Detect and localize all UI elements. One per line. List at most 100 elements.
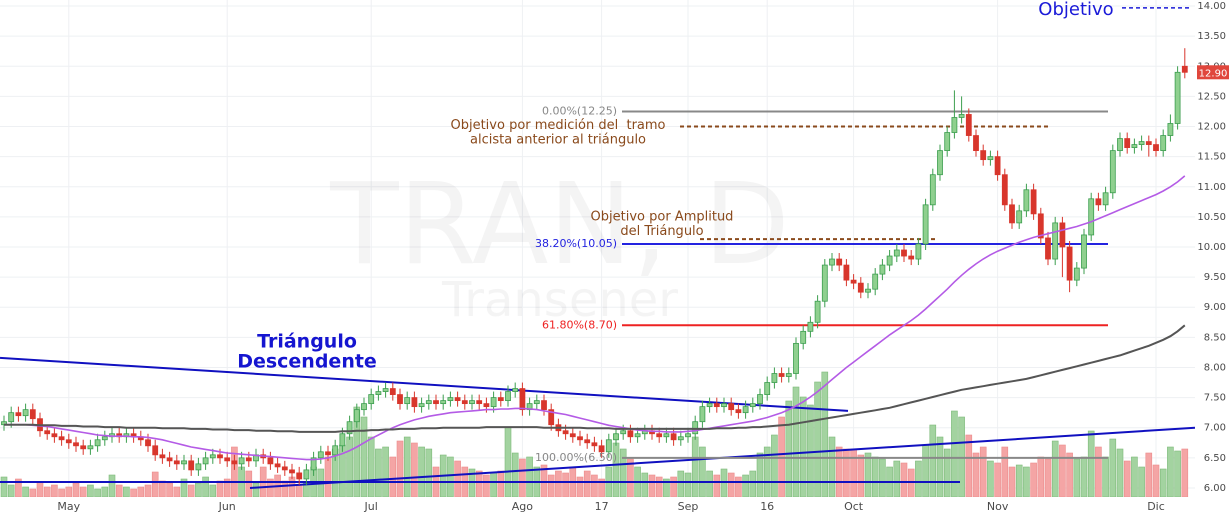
volume-bar xyxy=(1051,440,1059,497)
x-tick-label: May xyxy=(57,500,80,513)
volume-bar xyxy=(871,456,879,497)
y-tick-label: 9.50 xyxy=(1204,272,1226,283)
volume-bar xyxy=(245,470,253,497)
candle-body xyxy=(965,114,972,136)
volume-bar xyxy=(821,371,829,497)
moving-average xyxy=(4,175,1186,461)
volume-bar xyxy=(1073,458,1081,497)
volume-bar xyxy=(252,482,260,497)
volume-bar xyxy=(1159,468,1167,497)
volume-bar xyxy=(763,446,771,497)
watermark-subtitle: Transener xyxy=(441,272,678,328)
candle-body xyxy=(1001,174,1008,206)
volume-bar xyxy=(562,472,569,497)
x-tick-label: Jun xyxy=(218,500,236,513)
volume-bar xyxy=(65,486,73,497)
candle-body xyxy=(937,150,943,176)
candle-body xyxy=(1073,267,1080,281)
candle-body xyxy=(1153,144,1159,152)
volume-bar xyxy=(403,436,411,497)
volume-bar xyxy=(699,446,706,497)
volume-bar xyxy=(519,458,526,497)
volume-bar xyxy=(1145,452,1153,497)
volume-bar xyxy=(144,484,152,497)
volume-bar xyxy=(591,474,598,497)
candle-body xyxy=(764,382,771,395)
volume-bar xyxy=(1001,446,1009,497)
candle-body xyxy=(231,460,238,465)
volume-bar xyxy=(749,470,757,497)
volume-bar xyxy=(166,482,173,497)
volume-bar xyxy=(396,440,404,497)
volume-bar xyxy=(51,484,58,497)
volume-bar xyxy=(1102,456,1109,497)
candle-body xyxy=(94,439,101,447)
candle-body xyxy=(742,406,749,414)
candle-body xyxy=(1124,138,1131,148)
volume-bar xyxy=(195,482,202,497)
volume-bar xyxy=(418,446,425,497)
candle-body xyxy=(317,451,324,459)
volume-bar xyxy=(87,484,94,497)
volume-bar xyxy=(490,472,497,497)
volume-bar xyxy=(555,470,562,497)
candle-body xyxy=(627,430,634,438)
fib-label: 0.00%(12.25) xyxy=(542,104,617,117)
volume-bar xyxy=(231,446,238,497)
candle-body xyxy=(87,445,94,450)
volume-bar xyxy=(216,480,224,497)
volume-bar xyxy=(29,488,37,497)
candle-body xyxy=(598,445,605,453)
candle-body xyxy=(893,249,900,257)
volume-bar xyxy=(979,446,987,497)
candle-body xyxy=(188,460,195,471)
candle-body xyxy=(1059,222,1066,248)
volume-bar xyxy=(1109,438,1117,497)
volume-bar xyxy=(655,476,663,497)
candle-body xyxy=(44,430,51,435)
volume-bar xyxy=(583,470,591,497)
volume-bar xyxy=(1030,462,1037,497)
volume-bar xyxy=(454,460,461,497)
volume-bar xyxy=(900,462,908,497)
volume-bar xyxy=(771,434,778,497)
volume-bar xyxy=(43,486,51,497)
candle-body xyxy=(1088,198,1095,236)
volume-bar xyxy=(1138,466,1145,497)
candle-body xyxy=(15,412,22,417)
volume-bar xyxy=(346,436,353,497)
fib-label: 38.20%(10.05) xyxy=(535,237,617,250)
x-tick-label: Dic xyxy=(1147,500,1165,513)
y-tick-label: 9.00 xyxy=(1204,302,1226,313)
candle-body xyxy=(785,373,792,377)
candle-body xyxy=(857,282,864,293)
trendline xyxy=(0,356,849,412)
candle-body xyxy=(173,460,180,465)
candle-body xyxy=(850,279,857,284)
volume-bar xyxy=(814,381,821,497)
candle-body xyxy=(195,463,202,471)
candle-body xyxy=(397,394,403,405)
candle-body xyxy=(1131,144,1138,148)
volume-bar xyxy=(663,478,670,497)
candle-body xyxy=(332,445,339,456)
candle-body xyxy=(375,391,382,395)
volume-bar xyxy=(281,480,289,497)
candle-body xyxy=(454,397,461,402)
volume-bar xyxy=(79,486,87,497)
volume-bar xyxy=(223,478,231,497)
volume-bar xyxy=(375,448,382,497)
candle-body xyxy=(1016,210,1023,224)
candle-body xyxy=(418,403,425,408)
candle-body xyxy=(721,403,727,408)
candle-body xyxy=(267,457,274,465)
annotation-text: alcista anterior al triángulo xyxy=(470,133,646,148)
volume-bar xyxy=(1087,430,1095,497)
candle-body xyxy=(519,388,526,411)
candle-body xyxy=(166,457,173,462)
volume-bar xyxy=(648,474,656,497)
candle-body xyxy=(1109,150,1116,194)
candle-body xyxy=(238,457,245,465)
candle-body xyxy=(778,373,785,377)
y-tick-label: 12.50 xyxy=(1197,91,1226,102)
